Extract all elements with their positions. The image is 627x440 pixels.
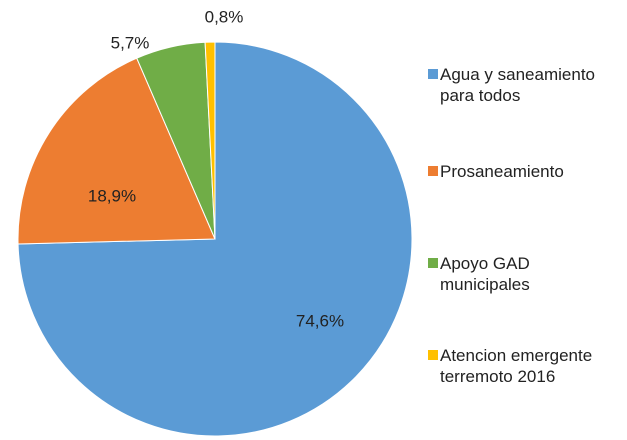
data-label: 5,7% bbox=[111, 33, 150, 52]
legend-label: Agua y saneamiento para todos bbox=[440, 65, 595, 105]
pie-slice bbox=[17, 57, 216, 245]
legend-item: Atencion emergente terremoto 2016 bbox=[428, 345, 618, 387]
legend-swatch bbox=[428, 350, 438, 360]
pie-slice bbox=[17, 41, 413, 437]
legend-item: Apoyo GAD municipales bbox=[428, 253, 618, 295]
legend-swatch bbox=[428, 258, 438, 268]
legend-label: Apoyo GAD municipales bbox=[440, 254, 530, 294]
legend-item: Agua y saneamiento para todos bbox=[428, 64, 618, 106]
legend-label: Atencion emergente terremoto 2016 bbox=[440, 346, 593, 386]
data-label: 0,8% bbox=[205, 7, 244, 26]
pie-slice bbox=[204, 41, 216, 240]
data-label: 18,9% bbox=[88, 186, 136, 205]
legend-label: Prosaneamiento bbox=[440, 162, 564, 181]
legend-swatch bbox=[428, 69, 438, 79]
data-label: 74,6% bbox=[296, 311, 344, 330]
legend-item: Prosaneamiento bbox=[428, 161, 618, 182]
legend-swatch bbox=[428, 166, 438, 176]
